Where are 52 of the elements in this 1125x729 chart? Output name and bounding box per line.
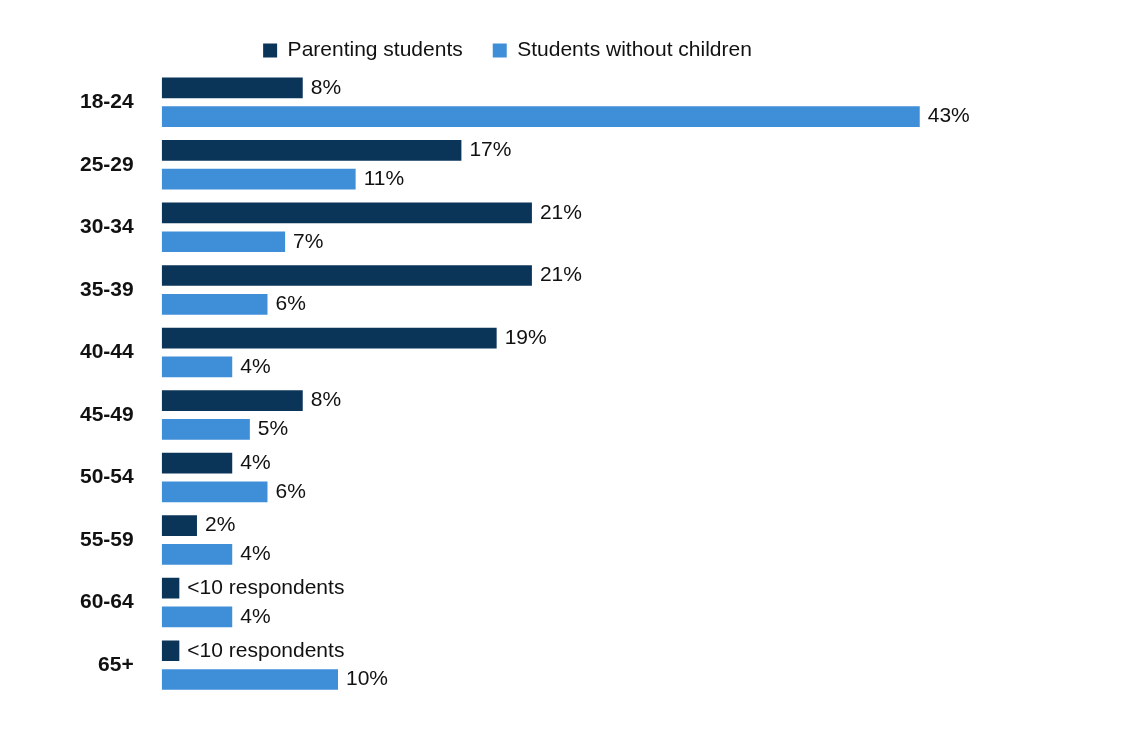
y-tick-label: 35-39 — [79, 276, 134, 300]
bar — [161, 640, 180, 662]
bar — [161, 515, 197, 537]
bar — [161, 168, 356, 190]
data-label: 11% — [363, 165, 405, 189]
bar — [161, 202, 532, 224]
bar — [161, 606, 233, 628]
bar — [161, 231, 286, 253]
data-label: 4% — [240, 449, 271, 473]
data-label: 17% — [469, 137, 512, 161]
y-tick-label: 60-64 — [79, 589, 135, 613]
y-tick-label: 40-44 — [79, 339, 135, 363]
legend-label: Students without children — [517, 37, 752, 61]
data-label: 10% — [346, 666, 389, 690]
bar — [161, 452, 233, 474]
data-label: <10 respondents — [187, 575, 345, 598]
bar — [161, 390, 303, 411]
y-tick-label: 65+ — [98, 651, 134, 675]
y-tick-label: 18-24 — [79, 89, 135, 113]
y-tick-label: 25-29 — [79, 151, 134, 175]
data-label: <10 respondents — [187, 637, 345, 661]
legend-label: Parenting students — [287, 37, 463, 61]
data-label: 43% — [927, 103, 970, 127]
data-label: 4% — [240, 603, 271, 627]
y-tick-label: 50-54 — [79, 464, 135, 488]
data-label: 8% — [310, 387, 342, 411]
bar — [161, 419, 250, 440]
y-tick-label: 55-59 — [79, 526, 134, 550]
data-label: 21% — [539, 199, 582, 223]
data-label: 4% — [240, 541, 271, 565]
bar — [161, 544, 233, 565]
bar — [161, 577, 180, 599]
data-label: 5% — [257, 416, 289, 440]
bar — [161, 265, 532, 286]
bar — [161, 669, 338, 690]
data-label: 4% — [240, 353, 271, 377]
bar — [161, 140, 462, 161]
bar — [161, 106, 920, 128]
bar — [161, 77, 303, 99]
data-label: 21% — [539, 262, 582, 286]
bar — [161, 481, 268, 503]
bar — [161, 293, 268, 315]
data-label: 6% — [275, 291, 306, 315]
data-label: 19% — [504, 324, 547, 348]
y-tick-label: 30-34 — [79, 214, 135, 238]
data-label: 7% — [293, 228, 324, 252]
data-label: 6% — [275, 478, 306, 502]
data-label: 2% — [204, 512, 236, 536]
bar — [161, 356, 233, 378]
bar — [161, 327, 497, 349]
data-label: 8% — [310, 74, 342, 98]
y-tick-label: 45-49 — [79, 401, 134, 425]
